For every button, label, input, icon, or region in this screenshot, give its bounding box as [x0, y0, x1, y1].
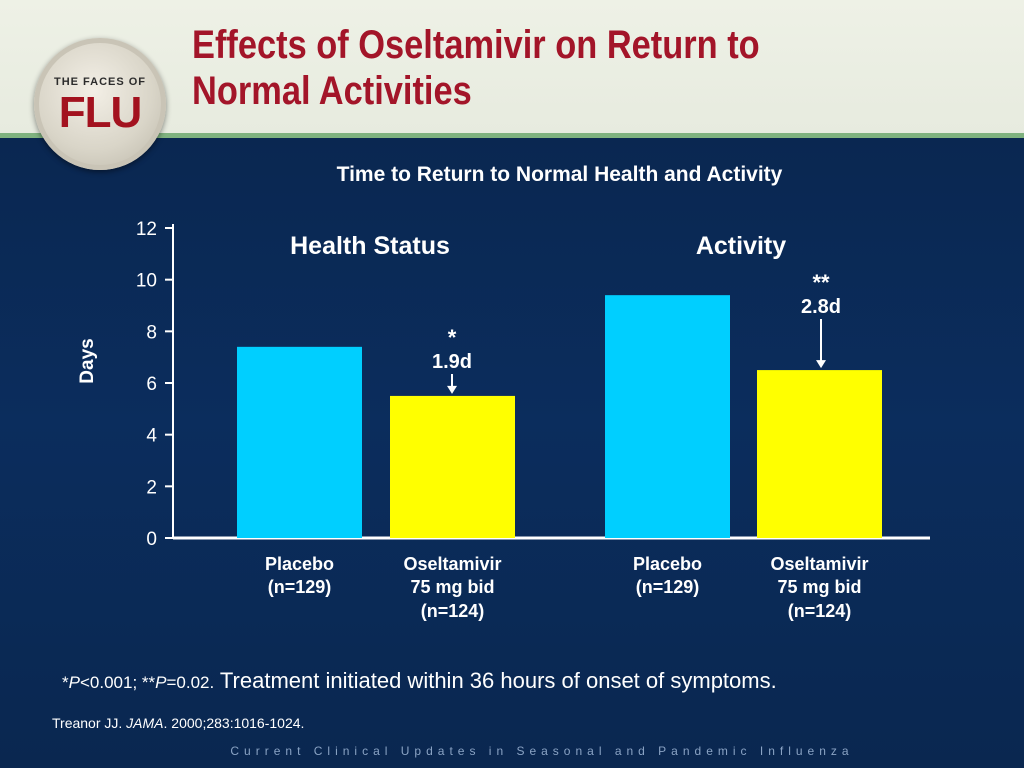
annotation-arrow-head [816, 360, 826, 369]
y-tick-label: 12 [136, 219, 157, 240]
bottom-banner: Current Clinical Updates in Seasonal and… [230, 744, 854, 758]
bar-placebo [237, 346, 362, 538]
bar-oseltamivir [757, 370, 882, 538]
slide-title-line2: Normal Activities [192, 69, 472, 113]
y-axis-label: Days [77, 338, 98, 383]
logo-top-text: THE FACES OF [53, 76, 147, 88]
faces-of-flu-logo: THE FACES OF FLU [34, 38, 166, 170]
y-tick-label: 10 [136, 271, 157, 292]
y-tick-label: 8 [146, 322, 157, 343]
footnote-p1-value: <0.001; ** [79, 673, 156, 692]
difference-label: 1.9d [432, 351, 472, 373]
chart-title: Time to Return to Normal Health and Acti… [336, 163, 783, 186]
bar-placebo [605, 295, 730, 538]
x-category-label-line2: 75 mg bid [777, 577, 861, 597]
citation: Treanor JJ. JAMA. 2000;283:1016-1024. [52, 715, 304, 731]
significance-marker: ** [812, 270, 830, 295]
difference-label: 2.8d [801, 296, 841, 318]
slide-title-line1: Effects of Oseltamivir on Return to [192, 23, 760, 67]
y-tick-label: 6 [146, 374, 157, 395]
annotation-arrow-head [447, 385, 457, 394]
footnote-text: Treatment initiated within 36 hours of o… [214, 668, 777, 693]
slide-title: Effects of Oseltamivir on Return to Norm… [192, 22, 880, 114]
y-tick-label: 0 [146, 529, 157, 550]
logo-flu-text: FLU [58, 88, 143, 137]
citation-journal: JAMA [126, 715, 164, 731]
x-category-label-line2: 75 mg bid [410, 577, 494, 597]
footnote-p1: P [68, 673, 80, 692]
group-title: Health Status [290, 232, 450, 260]
x-category-label: Oseltamivir [403, 554, 501, 574]
header-divider [0, 133, 1024, 138]
footnote-star: * [62, 673, 69, 692]
footnote-p2-value: =0.02. [166, 673, 215, 692]
x-category-label-line2: (n=129) [268, 577, 332, 597]
bar-oseltamivir [390, 395, 515, 538]
significance-marker: * [448, 325, 457, 350]
x-category-label-line3: (n=124) [788, 601, 852, 621]
x-category-label-line3: (n=124) [421, 601, 485, 621]
header-band [0, 0, 1024, 133]
x-category-label: Placebo [633, 554, 702, 574]
y-tick-label: 2 [146, 477, 157, 498]
footnote: *P<0.001; **P=0.02. Treatment initiated … [62, 668, 962, 694]
x-category-label: Placebo [265, 554, 334, 574]
citation-author: Treanor JJ. [52, 715, 127, 731]
x-category-label-line2: (n=129) [636, 577, 700, 597]
x-category-label: Oseltamivir [770, 554, 868, 574]
footnote-p2: P [155, 673, 167, 692]
citation-details: . 2000;283:1016-1024. [163, 715, 305, 731]
group-title: Activity [696, 232, 786, 260]
y-tick-label: 4 [146, 426, 157, 447]
